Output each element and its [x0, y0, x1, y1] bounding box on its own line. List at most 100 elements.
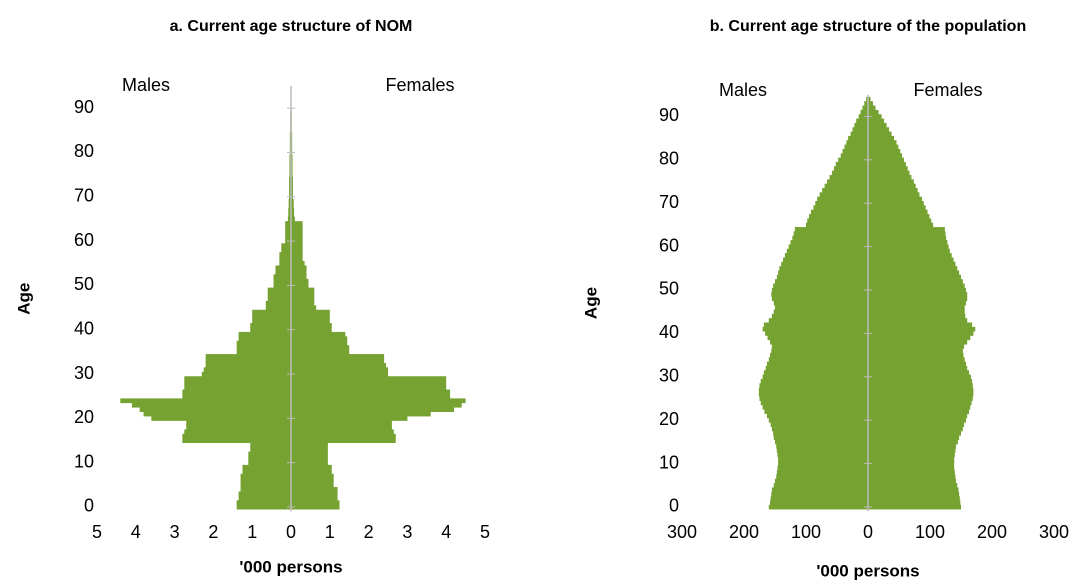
bar — [770, 496, 868, 501]
bar — [817, 196, 868, 202]
x-tick-label: 1 — [247, 522, 257, 542]
bar — [777, 465, 868, 471]
bar — [868, 426, 963, 432]
bar — [868, 483, 958, 488]
x-tick-label: 0 — [863, 522, 873, 542]
bar — [868, 131, 892, 137]
bar — [289, 159, 291, 164]
bar — [250, 442, 291, 448]
bar — [291, 230, 303, 235]
bar — [813, 205, 868, 210]
bar — [868, 370, 970, 375]
bar — [120, 398, 291, 404]
bar — [868, 157, 904, 163]
bar — [868, 461, 955, 467]
bar — [240, 482, 291, 488]
bar — [291, 385, 447, 390]
bar — [252, 309, 291, 315]
bar — [267, 287, 291, 293]
bar — [291, 221, 303, 226]
bar — [858, 114, 868, 119]
bar — [291, 469, 332, 475]
bar — [291, 487, 338, 492]
chart-title: b. Current age structure of the populati… — [710, 18, 1026, 35]
y-tick-label: 60 — [74, 230, 94, 250]
x-tick-label: 300 — [1039, 522, 1069, 542]
bar — [868, 478, 957, 484]
bar — [868, 109, 879, 115]
bar — [760, 400, 868, 406]
bar — [291, 167, 293, 173]
bar — [291, 340, 348, 346]
bar — [868, 504, 961, 510]
bar — [760, 378, 868, 384]
x-tick-label: 5 — [480, 522, 490, 542]
bar — [815, 201, 868, 206]
bar — [810, 209, 868, 215]
bar — [289, 163, 291, 169]
bar — [868, 409, 970, 414]
bar — [289, 181, 291, 187]
y-tick-label: 20 — [74, 407, 94, 427]
bar — [291, 354, 385, 359]
bar — [240, 478, 291, 483]
bar — [793, 231, 868, 237]
bar — [860, 109, 868, 115]
bar — [842, 148, 868, 154]
bar — [291, 163, 293, 169]
bar — [291, 464, 332, 470]
x-axis-label: '000 persons — [239, 557, 342, 576]
bar — [868, 374, 971, 380]
bar — [868, 344, 965, 349]
bar — [240, 487, 291, 492]
bar — [291, 198, 294, 204]
y-tick-label: 20 — [659, 409, 679, 429]
bar — [289, 185, 291, 191]
bar — [868, 101, 873, 106]
bar — [850, 131, 868, 137]
bar — [143, 411, 291, 417]
bar — [201, 371, 291, 377]
bar — [868, 170, 910, 176]
bar — [868, 140, 897, 145]
bar — [827, 179, 868, 184]
bar — [868, 174, 912, 180]
bar — [868, 452, 955, 458]
bar — [794, 227, 868, 232]
bar — [267, 292, 291, 297]
bar — [291, 495, 338, 501]
bar — [291, 393, 451, 399]
bar — [868, 448, 956, 454]
bar — [868, 422, 965, 427]
bar — [771, 348, 868, 354]
bar — [775, 478, 868, 484]
bar — [868, 235, 947, 241]
bar — [184, 376, 291, 381]
y-tick-label: 50 — [74, 274, 94, 294]
bar — [291, 491, 338, 497]
bar — [868, 457, 955, 462]
bar — [291, 429, 394, 435]
bar — [289, 167, 291, 173]
x-tick-label: 0 — [286, 522, 296, 542]
bar — [868, 118, 885, 124]
bar — [768, 504, 868, 510]
bar — [868, 417, 966, 423]
bar — [776, 274, 868, 280]
bar — [291, 380, 447, 386]
bar — [781, 261, 868, 267]
bar — [771, 296, 868, 302]
bar — [868, 148, 901, 154]
bar — [776, 474, 868, 480]
bar — [291, 358, 385, 364]
x-tick-label: 3 — [402, 522, 412, 542]
bar — [806, 222, 868, 228]
bar — [236, 345, 291, 350]
bar — [775, 439, 868, 445]
bar — [768, 417, 868, 423]
bar — [777, 452, 868, 458]
bar — [868, 361, 966, 367]
bar — [868, 331, 974, 336]
bar — [773, 435, 868, 440]
bar — [762, 326, 868, 332]
